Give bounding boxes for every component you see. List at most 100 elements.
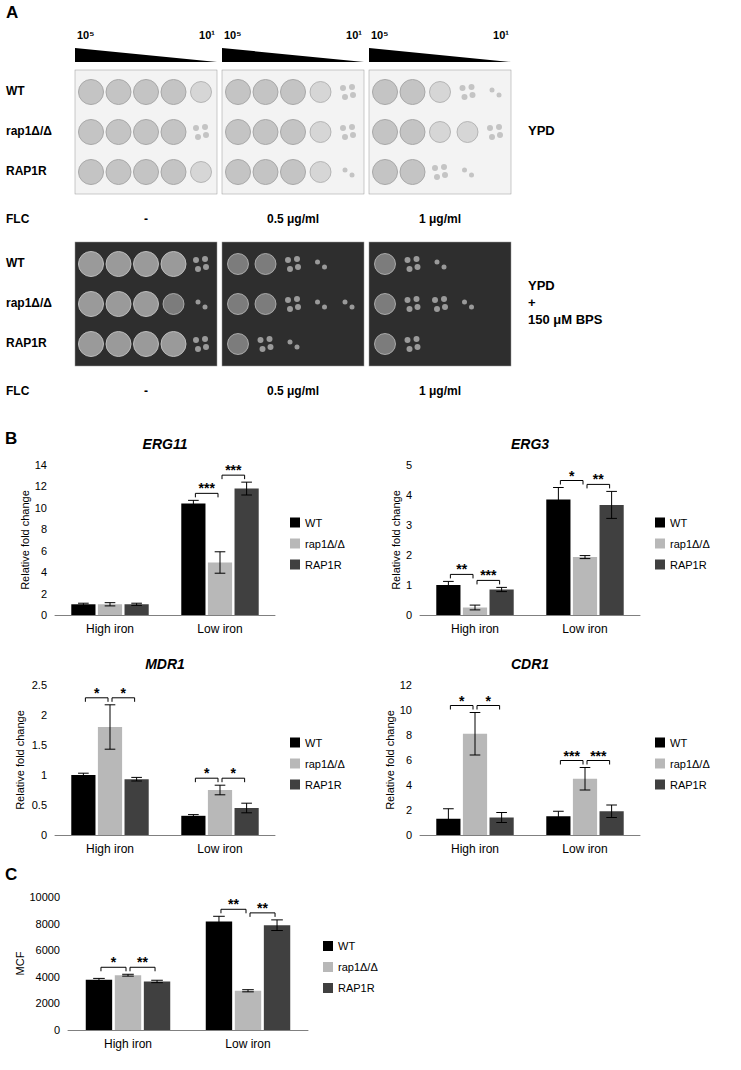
svg-text:Relative fold change: Relative fold change [390, 490, 402, 590]
svg-text:2.5: 2.5 [32, 679, 47, 691]
svg-text:-: - [144, 384, 148, 398]
svg-text:CDR1: CDR1 [511, 656, 549, 672]
svg-text:WT: WT [305, 737, 322, 749]
svg-text:**: ** [228, 896, 239, 912]
svg-text:3: 3 [406, 519, 412, 531]
svg-text:2: 2 [406, 804, 412, 816]
svg-text:C: C [5, 865, 17, 884]
svg-text:**: ** [593, 471, 604, 487]
svg-text:WT: WT [305, 517, 322, 529]
svg-text:RAP1R: RAP1R [305, 559, 342, 571]
svg-text:rap1Δ/Δ: rap1Δ/Δ [6, 124, 52, 138]
svg-text:RAP1R: RAP1R [670, 559, 707, 571]
svg-text:*: * [231, 765, 237, 781]
svg-text:YPD: YPD [528, 123, 555, 138]
svg-text:MDR1: MDR1 [145, 656, 185, 672]
svg-text:RAP1R: RAP1R [670, 779, 707, 791]
svg-text:*: * [486, 693, 492, 709]
svg-text:*: * [121, 685, 127, 701]
svg-text:0: 0 [406, 609, 412, 621]
svg-text:4000: 4000 [36, 971, 60, 983]
svg-text:rap1Δ/Δ: rap1Δ/Δ [670, 758, 710, 770]
svg-text:***: *** [590, 748, 607, 764]
svg-text:WT: WT [6, 256, 25, 270]
svg-text:***: *** [564, 748, 581, 764]
svg-text:rap1Δ/Δ: rap1Δ/Δ [305, 538, 345, 550]
svg-text:High iron: High iron [451, 622, 499, 636]
svg-text:Low iron: Low iron [197, 622, 242, 636]
svg-text:*: * [569, 468, 575, 484]
svg-text:10¹: 10¹ [346, 29, 362, 41]
svg-text:14: 14 [35, 459, 47, 471]
svg-text:*: * [204, 765, 210, 781]
svg-text:rap1Δ/Δ: rap1Δ/Δ [6, 296, 52, 310]
svg-text:rap1Δ/Δ: rap1Δ/Δ [305, 758, 345, 770]
svg-text:Low iron: Low iron [225, 1037, 270, 1051]
svg-text:4: 4 [406, 489, 412, 501]
svg-text:WT: WT [6, 84, 25, 98]
svg-text:FLC: FLC [6, 212, 30, 226]
svg-text:1: 1 [406, 579, 412, 591]
svg-text:0: 0 [406, 829, 412, 841]
svg-text:A: A [6, 3, 18, 22]
svg-text:0: 0 [54, 1024, 60, 1036]
svg-text:ERG11: ERG11 [143, 436, 188, 452]
svg-text:FLC: FLC [6, 384, 30, 398]
svg-text:rap1Δ/Δ: rap1Δ/Δ [670, 538, 710, 550]
svg-text:WT: WT [670, 517, 687, 529]
svg-text:6000: 6000 [36, 944, 60, 956]
svg-text:RAP1R: RAP1R [338, 982, 375, 994]
svg-text:0.5: 0.5 [32, 799, 47, 811]
svg-text:4: 4 [406, 779, 412, 791]
svg-text:-: - [144, 212, 148, 226]
svg-text:12: 12 [400, 679, 412, 691]
svg-text:0: 0 [41, 609, 47, 621]
svg-text:YPD: YPD [528, 278, 555, 293]
svg-text:10000: 10000 [29, 891, 60, 903]
svg-text:High iron: High iron [451, 842, 499, 856]
svg-text:6: 6 [41, 545, 47, 557]
svg-text:High iron: High iron [86, 622, 134, 636]
svg-text:Low iron: Low iron [197, 842, 242, 856]
svg-text:*: * [94, 685, 100, 701]
svg-text:ERG3: ERG3 [511, 436, 549, 452]
svg-text:12: 12 [35, 480, 47, 492]
svg-text:10¹: 10¹ [199, 29, 215, 41]
svg-text:2000: 2000 [36, 997, 60, 1009]
svg-text:Low iron: Low iron [562, 622, 607, 636]
svg-text:10⁵: 10⁵ [371, 29, 388, 41]
svg-text:**: ** [456, 561, 467, 577]
svg-text:1: 1 [41, 769, 47, 781]
svg-text:2: 2 [406, 549, 412, 561]
svg-text:RAP1R: RAP1R [305, 779, 342, 791]
svg-text:1.5: 1.5 [32, 739, 47, 751]
svg-text:High iron: High iron [104, 1037, 152, 1051]
svg-text:Relative fold change: Relative fold change [14, 710, 26, 810]
svg-text:WT: WT [338, 940, 355, 952]
svg-text:0.5 μg/ml: 0.5 μg/ml [267, 384, 319, 398]
svg-text:10⁵: 10⁵ [224, 29, 241, 41]
svg-text:***: *** [225, 462, 242, 478]
svg-text:6: 6 [406, 754, 412, 766]
svg-text:***: *** [480, 567, 497, 583]
svg-text:8000: 8000 [36, 918, 60, 930]
svg-text:2: 2 [41, 709, 47, 721]
svg-text:RAP1R: RAP1R [6, 336, 47, 350]
svg-text:Low iron: Low iron [562, 842, 607, 856]
svg-text:rap1Δ/Δ: rap1Δ/Δ [338, 961, 378, 973]
svg-text:4: 4 [41, 566, 47, 578]
svg-text:8: 8 [406, 729, 412, 741]
svg-text:10¹: 10¹ [493, 29, 509, 41]
svg-text:RAP1R: RAP1R [6, 164, 47, 178]
svg-text:MCF: MCF [14, 951, 26, 975]
svg-text:High iron: High iron [86, 842, 134, 856]
svg-text:5: 5 [406, 459, 412, 471]
svg-text:1 μg/ml: 1 μg/ml [419, 212, 461, 226]
svg-text:*: * [459, 693, 465, 709]
svg-text:1 μg/ml: 1 μg/ml [419, 384, 461, 398]
svg-text:0: 0 [41, 829, 47, 841]
svg-text:10⁵: 10⁵ [77, 29, 94, 41]
svg-text:2: 2 [41, 588, 47, 600]
svg-text:***: *** [199, 480, 216, 496]
svg-text:10: 10 [400, 704, 412, 716]
